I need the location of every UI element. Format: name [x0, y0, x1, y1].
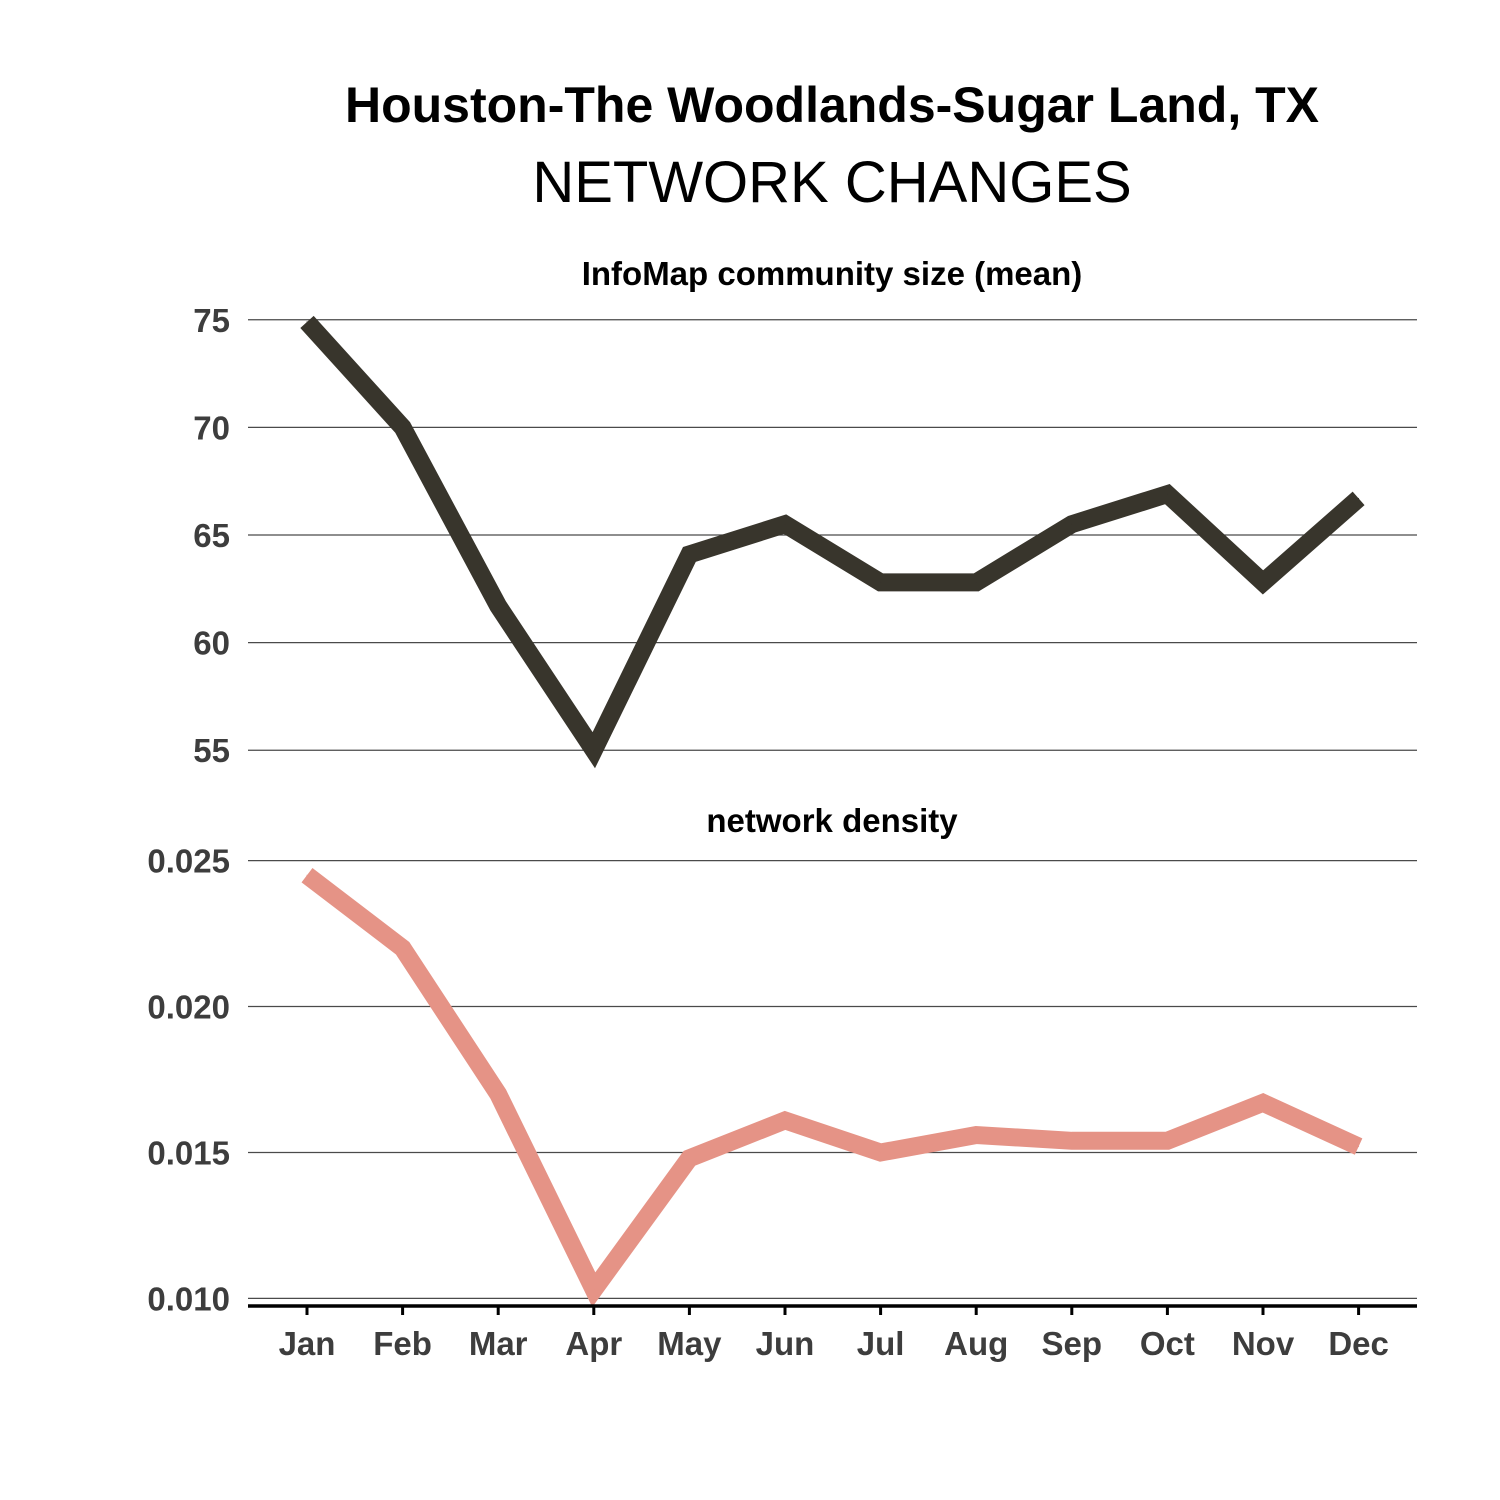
data-point: [784, 1119, 786, 1121]
gridlines-community-size: [248, 319, 1417, 751]
data-point: [402, 426, 404, 428]
data-point: [784, 523, 786, 525]
x-tick-label: Apr: [565, 1325, 622, 1362]
series-line: [301, 868, 1363, 1308]
data-point: [1262, 581, 1264, 583]
data-point: [1166, 1140, 1168, 1142]
x-tick-label: Dec: [1328, 1325, 1389, 1362]
x-tick-label: Nov: [1232, 1325, 1295, 1362]
chart-title: Houston-The Woodlands-Sugar Land, TX: [345, 77, 1319, 133]
data-point: [975, 1134, 977, 1136]
data-point: [688, 553, 690, 555]
data-point: [593, 749, 595, 751]
x-tick-label: Jun: [756, 1325, 815, 1362]
data-point: [975, 581, 977, 583]
data-point: [497, 1093, 499, 1095]
data-point: [306, 874, 308, 876]
data-point: [1358, 1146, 1360, 1148]
x-tick-label: Aug: [944, 1325, 1008, 1362]
x-tick-label: Oct: [1140, 1325, 1195, 1362]
data-point: [402, 947, 404, 949]
panel-network-density: network density 0.010 0.015 0.020 0.025: [147, 802, 1417, 1317]
data-point: [593, 1289, 595, 1291]
y-axis-community-size: 55 60 65 70 75: [193, 302, 230, 769]
series-line: [300, 315, 1365, 769]
data-point: [880, 1151, 882, 1153]
data-point: [1071, 1140, 1073, 1142]
y-tick-label: 0.025: [147, 843, 230, 880]
x-tick-label: Sep: [1042, 1325, 1103, 1362]
x-tick-label: Feb: [373, 1325, 432, 1362]
data-point: [497, 605, 499, 607]
y-tick-label: 0.020: [147, 989, 230, 1026]
y-tick-label: 70: [193, 409, 230, 446]
data-point: [1358, 497, 1360, 499]
gridlines-network-density: [248, 859, 1417, 1300]
x-tick-label: Jul: [857, 1325, 905, 1362]
panel-title-community-size: InfoMap community size (mean): [582, 255, 1083, 292]
data-point: [688, 1157, 690, 1159]
x-tick-label: Mar: [469, 1325, 528, 1362]
x-tick-label: May: [657, 1325, 722, 1362]
y-tick-label: 65: [193, 517, 230, 554]
y-tick-label: 0.015: [147, 1134, 230, 1171]
y-tick-label: 60: [193, 625, 230, 662]
y-tick-label: 0.010: [147, 1280, 230, 1317]
series-network-density: [301, 868, 1363, 1308]
data-point: [1071, 523, 1073, 525]
data-point: [1262, 1102, 1264, 1104]
y-tick-label: 55: [193, 732, 230, 769]
series-community-size: [300, 315, 1365, 769]
panel-community-size: InfoMap community size (mean) 55 60 65 70 75: [193, 255, 1417, 769]
data-point: [1166, 493, 1168, 495]
panel-title-network-density: network density: [706, 802, 958, 839]
x-tick-label: Jan: [279, 1325, 336, 1362]
data-point: [306, 321, 308, 323]
data-point: [880, 581, 882, 583]
y-tick-label: 75: [193, 302, 230, 339]
x-axis: Jan Feb Mar Apr May Jun Jul Aug Sep Oct Nov Dec: [248, 1304, 1417, 1362]
y-axis-network-density: 0.010 0.015 0.020 0.025: [147, 843, 230, 1318]
chart-subtitle: NETWORK CHANGES: [532, 150, 1131, 215]
